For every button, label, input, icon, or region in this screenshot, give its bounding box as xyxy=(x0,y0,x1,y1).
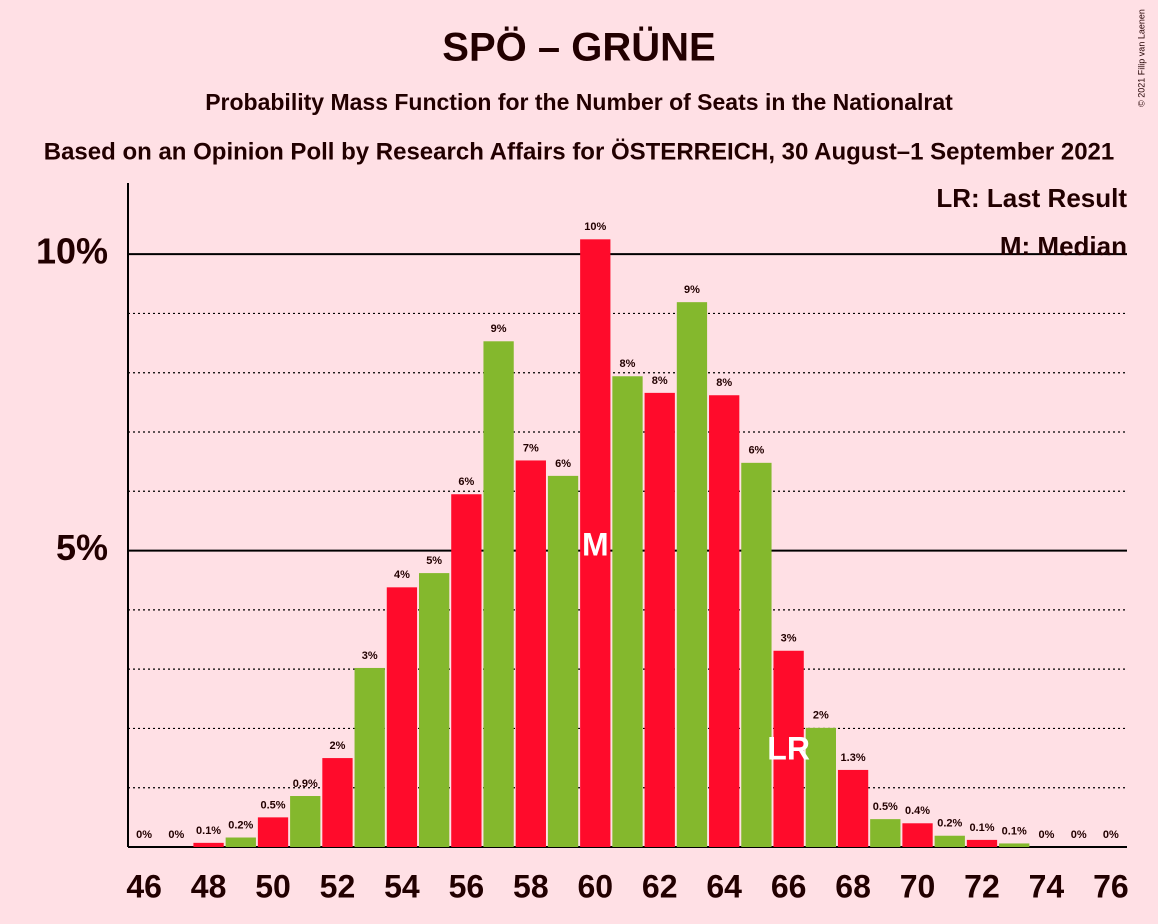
x-tick-label: 68 xyxy=(835,868,871,904)
value-label: 0% xyxy=(1103,829,1119,841)
x-tick-label: 66 xyxy=(771,868,807,904)
x-tick-label: 56 xyxy=(449,868,485,904)
annotation: M xyxy=(582,526,609,562)
value-label: 0.1% xyxy=(1002,825,1027,837)
bar xyxy=(612,376,643,847)
bar xyxy=(322,758,353,847)
bar xyxy=(193,842,224,847)
value-label: 0.2% xyxy=(228,819,253,831)
value-label: 7% xyxy=(523,442,539,454)
chart-caption: Based on an Opinion Poll by Research Aff… xyxy=(44,138,1115,165)
bar xyxy=(483,341,514,847)
x-tick-label: 54 xyxy=(384,868,420,904)
bar xyxy=(290,796,321,847)
value-label: 0.2% xyxy=(937,818,962,830)
bar xyxy=(709,395,740,847)
value-label: 9% xyxy=(491,323,507,335)
x-tick-label: 60 xyxy=(577,868,613,904)
bar xyxy=(805,727,837,847)
bar xyxy=(547,475,579,847)
value-label: 6% xyxy=(458,476,474,488)
value-label: 0% xyxy=(136,829,152,841)
x-tick-label: 74 xyxy=(1029,868,1065,904)
x-tick-label: 72 xyxy=(964,868,1000,904)
value-label: 4% xyxy=(394,569,410,581)
value-label: 10% xyxy=(584,221,606,233)
value-label: 1.3% xyxy=(841,752,866,764)
value-label: 0.4% xyxy=(905,805,930,817)
bar xyxy=(451,494,482,847)
value-label: 2% xyxy=(330,740,346,752)
value-label: 6% xyxy=(555,458,571,470)
y-tick-label: 5% xyxy=(56,527,108,568)
value-label: 0.1% xyxy=(196,825,221,837)
value-label: 5% xyxy=(426,555,442,567)
value-label: 0.5% xyxy=(260,799,285,811)
x-tick-label: 52 xyxy=(320,868,356,904)
x-tick-label: 70 xyxy=(900,868,936,904)
bar xyxy=(870,819,901,847)
value-label: 0.1% xyxy=(969,822,994,834)
x-tick-label: 50 xyxy=(255,868,291,904)
value-label: 8% xyxy=(620,358,636,370)
value-label: 0.9% xyxy=(293,778,318,790)
value-label: 9% xyxy=(684,284,700,296)
bar xyxy=(386,587,418,847)
bar xyxy=(934,835,965,847)
x-tick-label: 76 xyxy=(1093,868,1129,904)
value-label: 8% xyxy=(652,375,668,387)
chart-title: SPÖ – GRÜNE xyxy=(442,25,715,70)
x-tick-label: 58 xyxy=(513,868,549,904)
annotation: LR xyxy=(767,730,810,766)
copyright: © 2021 Filip van Laenen xyxy=(1136,9,1146,107)
x-tick-label: 46 xyxy=(126,868,162,904)
bar xyxy=(257,817,289,847)
value-label: 3% xyxy=(781,633,797,645)
bar xyxy=(773,650,804,847)
x-tick-label: 48 xyxy=(191,868,227,904)
y-tick-label: 10% xyxy=(36,231,108,272)
value-label: 3% xyxy=(362,650,378,662)
x-tick-label: 64 xyxy=(706,868,742,904)
bar xyxy=(354,667,385,847)
bar xyxy=(644,392,675,847)
legend-entry: M: Median xyxy=(1000,231,1127,261)
bar xyxy=(515,460,546,847)
x-tick-label: 62 xyxy=(642,868,678,904)
value-label: 0% xyxy=(168,829,184,841)
bar xyxy=(837,769,869,847)
legend-entry: LR: Last Result xyxy=(936,183,1127,213)
bar xyxy=(676,302,708,847)
value-label: 6% xyxy=(748,445,764,457)
bar xyxy=(418,573,450,847)
value-label: 8% xyxy=(716,377,732,389)
bar xyxy=(999,843,1030,847)
bar xyxy=(580,239,611,848)
bar xyxy=(966,839,998,847)
bar xyxy=(225,837,256,847)
value-label: 0% xyxy=(1038,829,1054,841)
value-label: 2% xyxy=(813,710,829,722)
value-label: 0% xyxy=(1071,829,1087,841)
bar xyxy=(741,462,772,847)
bar xyxy=(902,823,933,847)
value-label: 0.5% xyxy=(873,801,898,813)
chart-subtitle: Probability Mass Function for the Number… xyxy=(205,89,953,115)
